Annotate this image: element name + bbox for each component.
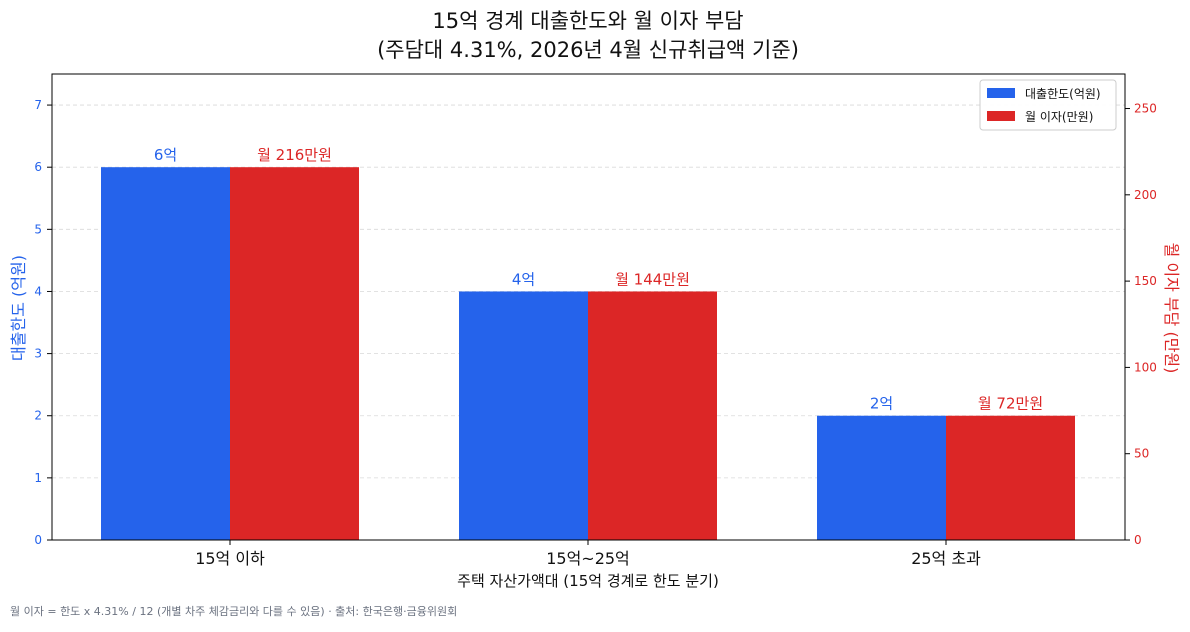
right-y-tick-label: 0: [1134, 533, 1142, 547]
right-y-tick-label: 200: [1134, 188, 1157, 202]
x-tick-label: 25억 초과: [911, 549, 981, 568]
left-y-axis-label: 대출한도 (억원): [9, 255, 28, 361]
right-y-tick-label: 100: [1134, 360, 1157, 374]
legend-label-loan-limit: 대출한도(억원): [1025, 87, 1101, 101]
left-y-tick-label: 2: [34, 409, 42, 423]
data-label-loan-limit: 6억: [154, 146, 177, 164]
chart-title: 15억 경계 대출한도와 월 이자 부담: [432, 9, 743, 33]
data-label-monthly-interest: 월 72만원: [978, 395, 1043, 413]
bars-layer: [101, 167, 1075, 540]
bar-loan-limit: [101, 167, 230, 540]
data-label-loan-limit: 2억: [870, 395, 893, 413]
data-label-monthly-interest: 월 216만원: [257, 146, 332, 164]
footnote: 월 이자 = 한도 x 4.31% / 12 (개별 차주 체감금리와 다를 수…: [10, 605, 457, 618]
legend-swatch-loan-limit: [987, 88, 1015, 98]
chart-subtitle: (주담대 4.31%, 2026년 4월 신규취급액 기준): [377, 38, 799, 62]
x-tick-label: 15억~25억: [546, 549, 630, 568]
axes-layer: 0 1 2 3 4 5 6 7 0 50 100 150 200 250 15억 이하 15억~25억 25억 …: [34, 98, 1157, 568]
left-y-tick-label: 1: [34, 471, 42, 485]
left-y-tick-label: 4: [34, 284, 42, 298]
legend: 대출한도(억원) 월 이자(만원): [979, 79, 1117, 131]
left-y-tick-label: 0: [34, 533, 42, 547]
x-axis-label: 주택 자산가액대 (15억 경계로 한도 분기): [457, 572, 719, 590]
left-y-tick-label: 5: [34, 222, 42, 236]
bar-monthly-interest: [946, 415, 1075, 540]
left-y-tick-label: 3: [34, 347, 42, 361]
bar-monthly-interest: [588, 291, 717, 540]
legend-label-monthly-interest: 월 이자(만원): [1025, 110, 1093, 124]
left-y-tick-label: 6: [34, 160, 42, 174]
right-y-tick-label: 50: [1134, 447, 1149, 461]
data-label-loan-limit: 4억: [512, 270, 535, 288]
x-tick-label: 15억 이하: [195, 549, 265, 568]
right-y-axis-label: 월 이자 부담 (만원): [1162, 243, 1181, 374]
data-label-monthly-interest: 월 144만원: [615, 270, 690, 288]
bar-loan-limit: [817, 415, 946, 540]
left-y-tick-label: 7: [34, 98, 42, 112]
right-y-tick-label: 150: [1134, 274, 1157, 288]
right-y-tick-label: 250: [1134, 102, 1157, 116]
legend-swatch-monthly-interest: [987, 111, 1015, 121]
bar-monthly-interest: [230, 167, 359, 540]
bar-loan-limit: [459, 291, 588, 540]
